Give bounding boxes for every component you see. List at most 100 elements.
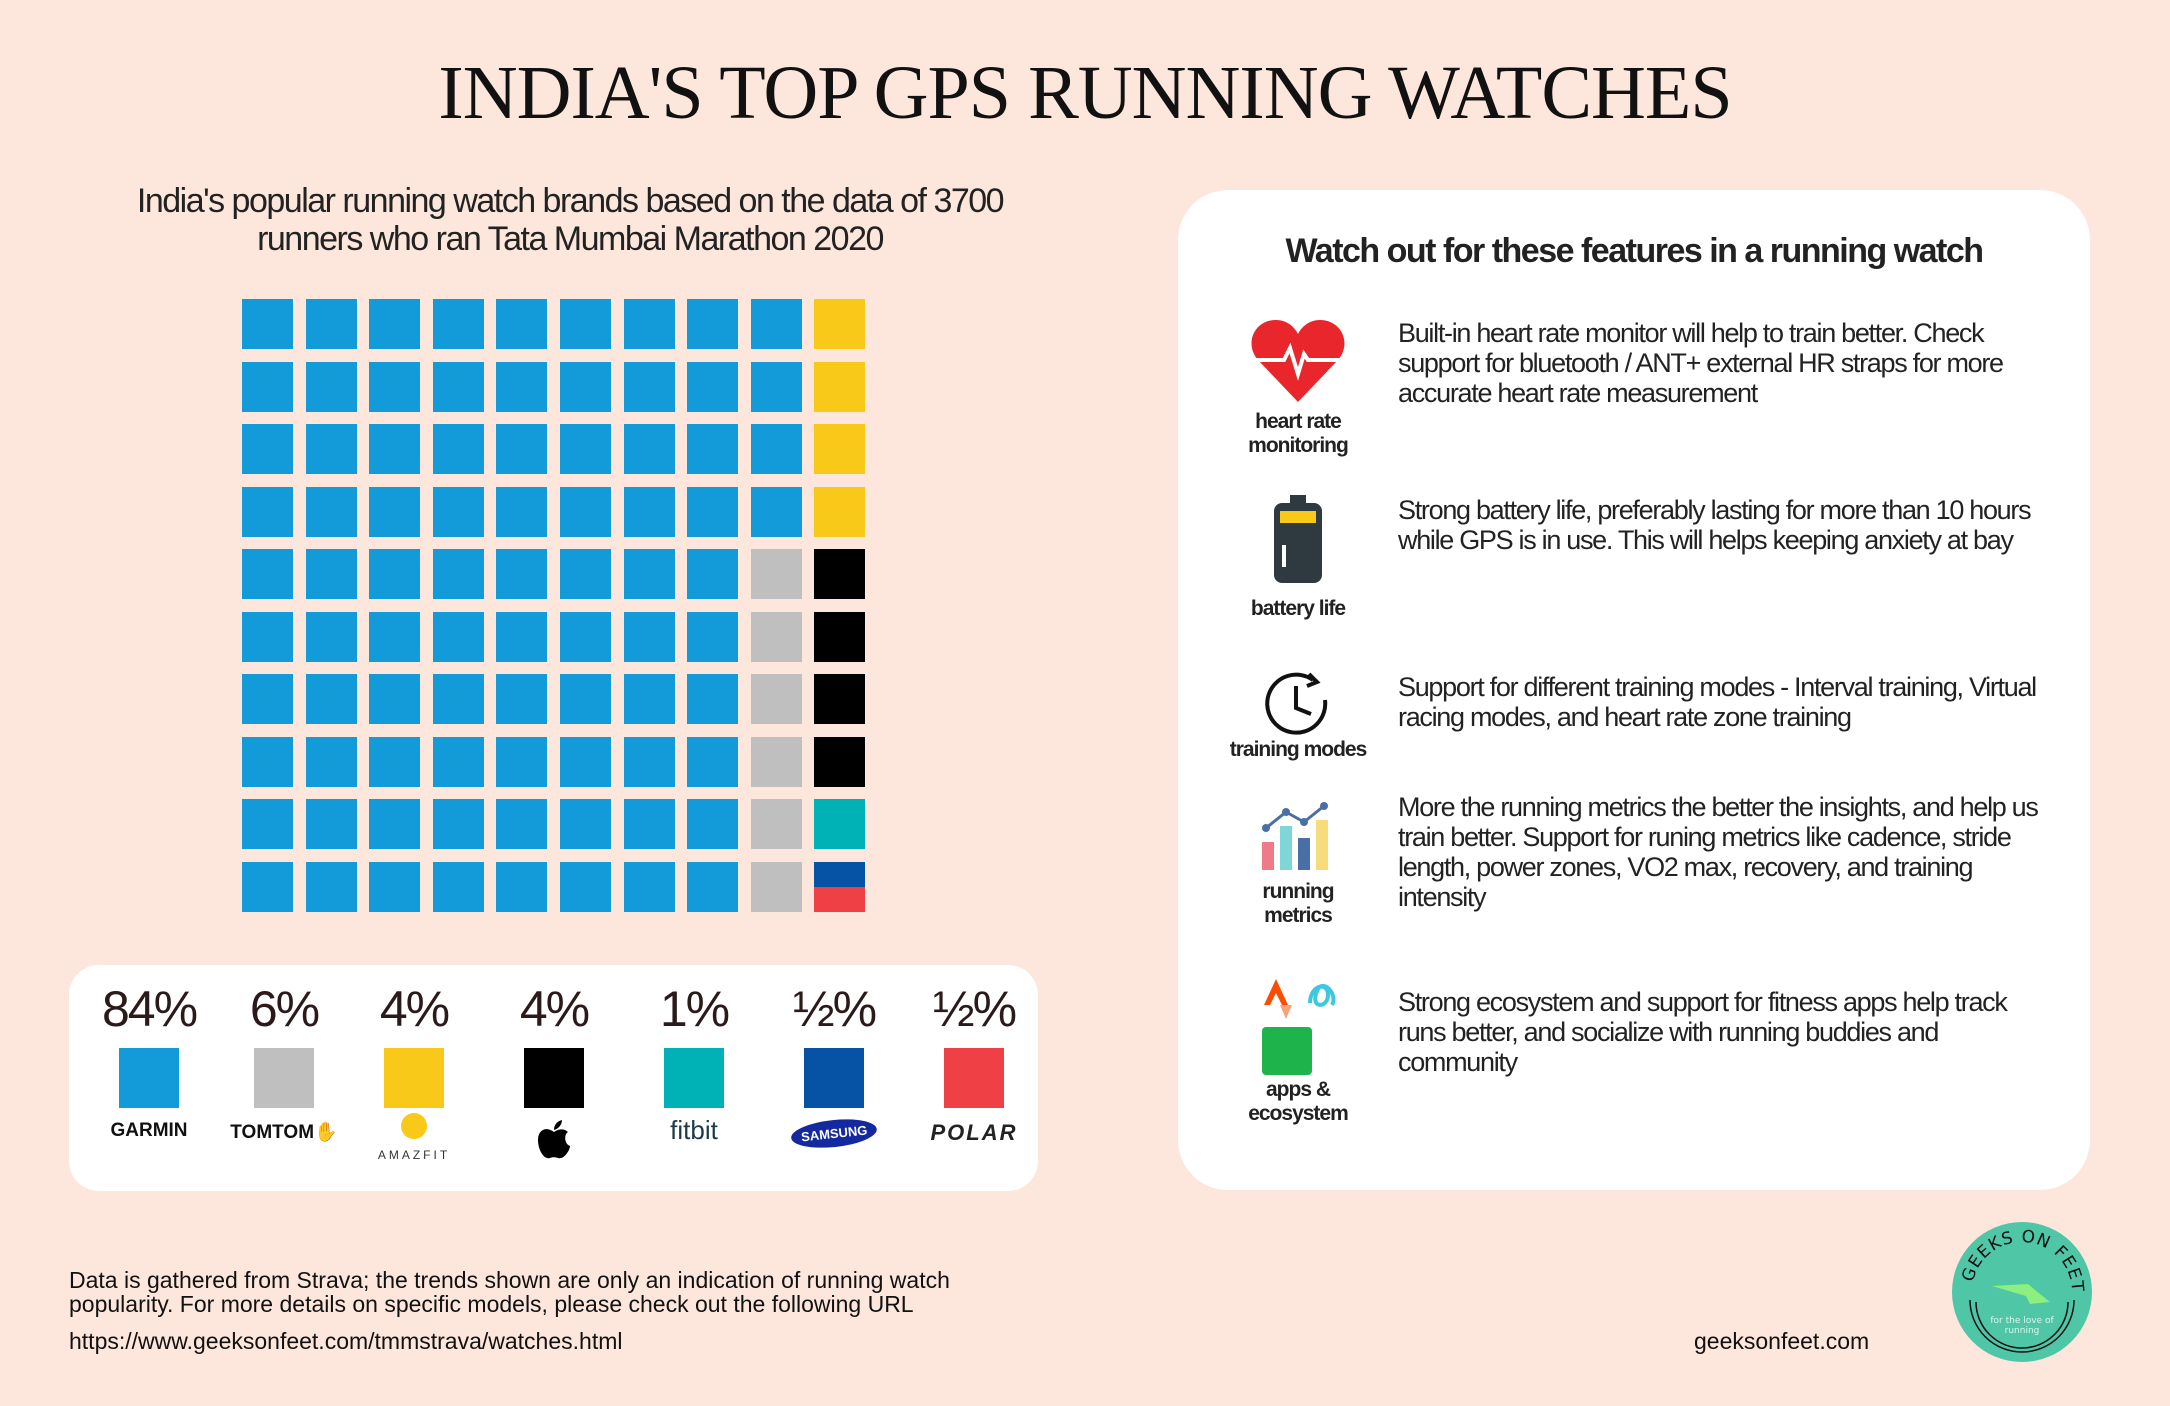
feature-label: battery life (1250, 597, 1346, 620)
waffle-cell-garmin (560, 736, 611, 787)
waffle-cell-garmin (560, 361, 611, 412)
legend-box: 84% GARMIN 6% TOMTOM✋ 4% AMAZFIT 4% 1% fitbit ½% S… (69, 965, 1038, 1191)
waffle-cell-apple (814, 611, 866, 662)
waffle-cell-garmin (432, 674, 484, 724)
waffle-cell-garmin (687, 549, 739, 599)
waffle-cell-garmin (432, 549, 484, 599)
waffle-cell-tomtom (750, 674, 802, 724)
waffle-cell-garmin (305, 736, 357, 787)
waffle-cell-garmin (623, 486, 675, 537)
waffle-cell-samsung (814, 861, 866, 887)
waffle-cell-garmin (496, 299, 548, 349)
subtitle-line-1: India's popular running watch brands bas… (136, 182, 1005, 220)
waffle-cell-garmin (305, 799, 357, 849)
feature-text: Strong ecosystem and support for fitness… (1398, 987, 2008, 1077)
waffle-cell-garmin (496, 486, 548, 537)
waffle-cell-garmin (496, 799, 548, 849)
waffle-cell-garmin (369, 486, 421, 537)
waffle-cell-garmin (623, 861, 675, 912)
waffle-cell-fitbit (814, 799, 866, 849)
source-url-link[interactable]: https://www.geeksonfeet.com/tmmstrava/wa… (69, 1328, 623, 1354)
waffle-cell-garmin (305, 486, 357, 537)
waffle-cell-garmin (242, 611, 293, 662)
waffle-cell-garmin (496, 424, 548, 474)
waffle-cell-garmin (623, 736, 675, 787)
waffle-cell-garmin (305, 299, 357, 349)
waffle-cell-garmin (687, 799, 739, 849)
waffle-cell-garmin (560, 674, 611, 724)
waffle-cell-garmin (687, 424, 739, 474)
waffle-cell-garmin (496, 736, 548, 787)
waffle-cell-garmin (369, 861, 421, 912)
waffle-cell-garmin (687, 861, 739, 912)
polar-logo: POLAR (930, 1120, 1018, 1145)
bar-chart-icon (1238, 802, 1358, 877)
legend-percent: 6% (249, 981, 320, 1037)
clock-icon (1238, 670, 1358, 745)
waffle-cell-garmin (623, 424, 675, 474)
waffle-cell-garmin (432, 611, 484, 662)
waffle-cell-garmin (432, 799, 484, 849)
footer-note: Data is gathered from Strava; the trends… (69, 1268, 950, 1316)
legend-swatch (944, 1048, 1004, 1108)
legend-swatch (804, 1048, 864, 1108)
legend-percent: 4% (379, 981, 450, 1037)
feature-label: heart rate monitoring (1248, 410, 1349, 457)
footer-line-2: popularity. For more details on specific… (69, 1291, 914, 1317)
waffle-cell-garmin (432, 486, 484, 537)
waffle-cell-garmin (242, 861, 293, 912)
legend-percent: ½% (792, 981, 877, 1037)
waffle-cell-garmin (750, 486, 802, 537)
waffle-cell-garmin (560, 486, 611, 537)
legend-swatch (119, 1048, 179, 1108)
waffle-cell-garmin (432, 424, 484, 474)
waffle-cell-tomtom (750, 736, 802, 787)
subtitle-line-2: runners who ran Tata Mumbai Marathon 202… (257, 220, 884, 258)
waffle-cell-garmin (687, 736, 739, 787)
waffle-cell-garmin (305, 674, 357, 724)
legend-swatch (664, 1048, 724, 1108)
waffle-cell-garmin (687, 674, 739, 724)
site-link[interactable]: geeksonfeet.com (1694, 1328, 1870, 1354)
waffle-cell-garmin (687, 361, 739, 412)
waffle-cell-garmin (369, 299, 421, 349)
waffle-cell-garmin (242, 299, 293, 349)
waffle-cell-garmin (242, 361, 293, 412)
panel-heading: Watch out for these features in a runnin… (1285, 232, 1984, 270)
waffle-cell-garmin (560, 611, 611, 662)
waffle-cell-garmin (496, 361, 548, 412)
waffle-cell-garmin (496, 549, 548, 599)
waffle-grid (242, 299, 872, 919)
waffle-cell-amazfit (814, 361, 866, 412)
waffle-cell-garmin (496, 611, 548, 662)
waffle-cell-tomtom (750, 611, 802, 662)
feature-label: running metrics (1262, 880, 1334, 927)
feature-text: Support for different training modes - I… (1398, 672, 2037, 732)
legend-swatch (254, 1048, 314, 1108)
waffle-cell-garmin (432, 736, 484, 787)
waffle-cell-garmin (560, 799, 611, 849)
waffle-cell-garmin (560, 424, 611, 474)
waffle-cell-garmin (687, 611, 739, 662)
footer-line-1: Data is gathered from Strava; the trends… (69, 1267, 950, 1293)
feature-text: Built-in heart rate monitor will help to… (1398, 318, 2004, 408)
waffle-cell-garmin (623, 674, 675, 724)
legend-swatch (384, 1048, 444, 1108)
waffle-cell-amazfit (814, 424, 866, 474)
waffle-cell-garmin (369, 799, 421, 849)
apps-icon (1238, 975, 1358, 1080)
waffle-cell-garmin (687, 299, 739, 349)
waffle-cell-garmin (750, 361, 802, 412)
waffle-cell-tomtom (750, 799, 802, 849)
waffle-cell-garmin (369, 736, 421, 787)
waffle-cell-garmin (750, 424, 802, 474)
waffle-cell-garmin (623, 549, 675, 599)
waffle-cell-garmin (369, 549, 421, 599)
amazfit-logo: AMAZFIT (354, 1113, 474, 1165)
waffle-cell-apple (814, 736, 866, 787)
legend-percent: 1% (659, 981, 730, 1037)
waffle-cell-apple (814, 674, 866, 724)
samsung-logo: SAMSUNG (774, 1115, 894, 1152)
waffle-cell-garmin (560, 299, 611, 349)
waffle-cell-tomtom (750, 549, 802, 599)
